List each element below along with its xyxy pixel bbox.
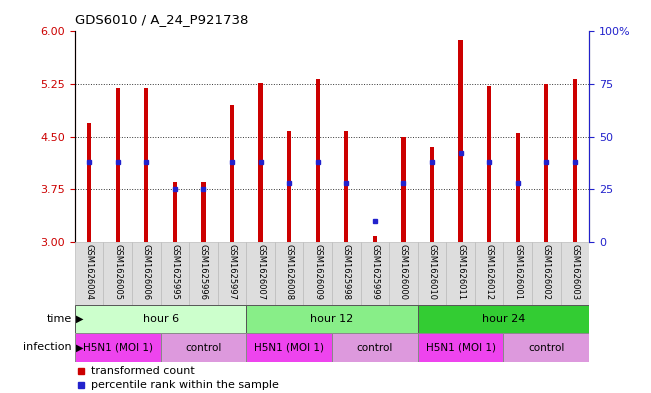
Bar [561,242,589,305]
Text: H5N1 (MOI 1): H5N1 (MOI 1) [83,343,153,353]
Bar [116,88,120,242]
Text: infection: infection [23,342,72,353]
Text: GDS6010 / A_24_P921738: GDS6010 / A_24_P921738 [75,13,248,26]
Bar [573,79,577,242]
Text: GSM1626006: GSM1626006 [142,244,151,300]
Text: control: control [528,343,564,353]
Bar [132,242,161,305]
Text: hour 12: hour 12 [311,314,353,324]
Text: hour 24: hour 24 [482,314,525,324]
Text: transformed count: transformed count [91,365,195,376]
Text: GSM1626000: GSM1626000 [399,244,408,300]
Bar [258,83,263,242]
Text: GSM1625996: GSM1625996 [199,244,208,300]
Text: GSM1626002: GSM1626002 [542,244,551,300]
Bar [161,242,189,305]
Text: ▶: ▶ [76,314,84,324]
Text: GSM1625998: GSM1625998 [342,244,351,300]
Text: GSM1626008: GSM1626008 [284,244,294,300]
Text: GSM1625997: GSM1625997 [227,244,236,300]
Bar [201,182,206,242]
Text: GSM1626011: GSM1626011 [456,244,465,300]
Text: percentile rank within the sample: percentile rank within the sample [91,380,279,390]
Bar [458,40,463,242]
Bar [516,133,520,242]
Bar [144,88,148,242]
Bar [303,242,332,305]
Bar [217,242,246,305]
Text: time: time [46,314,72,324]
Bar [373,236,377,242]
Text: control: control [186,343,221,353]
Bar [246,242,275,305]
Text: GSM1626005: GSM1626005 [113,244,122,300]
Bar [503,242,532,305]
Bar [246,333,332,362]
Text: GSM1626010: GSM1626010 [428,244,437,300]
Bar [430,147,434,242]
Text: GSM1626012: GSM1626012 [484,244,493,300]
Bar [189,242,217,305]
Text: GSM1626009: GSM1626009 [313,244,322,300]
Bar [361,242,389,305]
Text: H5N1 (MOI 1): H5N1 (MOI 1) [426,343,495,353]
Bar [418,333,503,362]
Text: GSM1625995: GSM1625995 [171,244,180,300]
Bar [332,333,418,362]
Bar [246,305,418,333]
Bar [503,333,589,362]
Bar [87,123,91,242]
Bar [75,333,161,362]
Bar [401,136,406,242]
Bar [389,242,418,305]
Bar [75,305,246,333]
Text: ▶: ▶ [76,342,84,353]
Bar [475,242,503,305]
Text: H5N1 (MOI 1): H5N1 (MOI 1) [254,343,324,353]
Bar [532,242,561,305]
Text: GSM1626001: GSM1626001 [513,244,522,300]
Text: control: control [357,343,393,353]
Text: GSM1626003: GSM1626003 [570,244,579,300]
Bar [418,242,447,305]
Bar [447,242,475,305]
Bar [316,79,320,242]
Bar [344,131,348,242]
Bar [487,86,492,242]
Text: GSM1626007: GSM1626007 [256,244,265,300]
Bar [173,182,177,242]
Bar [544,84,548,242]
Bar [287,131,291,242]
Bar [230,105,234,242]
Bar [418,305,589,333]
Bar [104,242,132,305]
Text: GSM1625999: GSM1625999 [370,244,380,300]
Text: hour 6: hour 6 [143,314,178,324]
Text: GSM1626004: GSM1626004 [85,244,94,300]
Bar [275,242,303,305]
Bar [161,333,246,362]
Bar [75,242,104,305]
Bar [332,242,361,305]
